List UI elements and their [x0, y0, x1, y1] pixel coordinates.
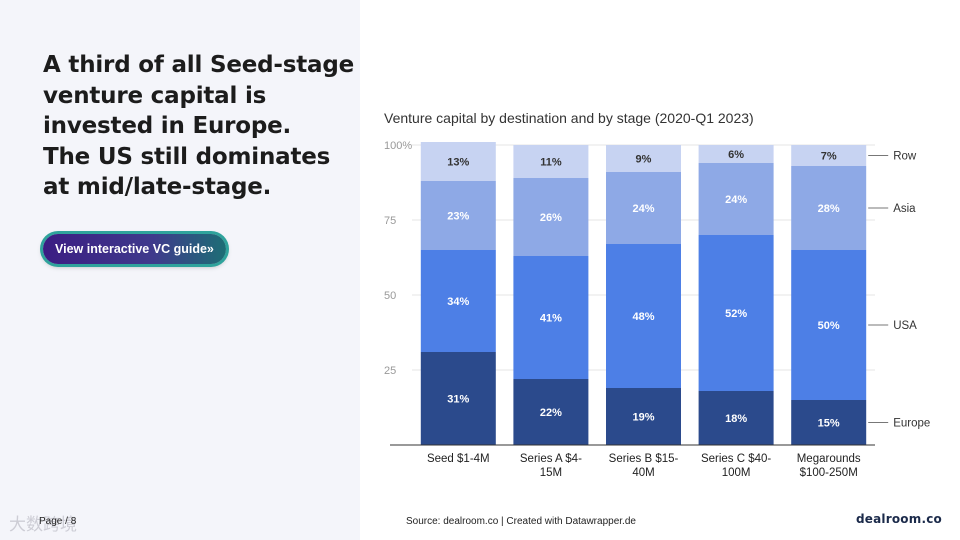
bar-segment-asia: [606, 172, 681, 244]
bar-segment-row: [791, 145, 867, 166]
headline: A third of all Seed-stage venture capita…: [43, 50, 355, 203]
headline-line: A third of all Seed-stage: [43, 52, 355, 78]
left-panel: [0, 0, 360, 540]
data-label: 24%: [632, 203, 654, 215]
data-label: 26%: [540, 212, 562, 224]
data-label: 41%: [540, 313, 562, 325]
bar-segment-row: [420, 142, 496, 181]
data-label: 28%: [818, 203, 840, 215]
bar-segment-asia: [698, 163, 774, 235]
data-label: 48%: [632, 311, 654, 323]
watermark: 大数跨境: [9, 515, 77, 534]
data-label: 19%: [632, 412, 654, 424]
bar-segment-europe: [606, 388, 681, 445]
data-label: 31%: [447, 394, 469, 406]
y-tick-label: 100%: [384, 140, 412, 152]
headline-line: venture capital is: [43, 82, 267, 109]
data-label: 50%: [818, 320, 840, 332]
category-label: 100M: [722, 467, 751, 479]
category-label: 15M: [540, 467, 562, 479]
page-number: Page / 8: [39, 516, 77, 527]
category-label: Seed $1-4M: [427, 453, 490, 465]
data-label: 11%: [540, 157, 562, 169]
bar-segment-europe: [791, 400, 867, 445]
y-tick-label: 25: [384, 365, 396, 377]
dealroom-logo: dealroom.co: [856, 512, 942, 526]
y-tick-label: 75: [384, 215, 396, 227]
data-label: 13%: [447, 157, 469, 169]
view-vc-guide-button[interactable]: View interactive VC guide»: [43, 234, 226, 264]
bar-segment-usa: [420, 250, 496, 352]
data-label: 34%: [447, 296, 469, 308]
data-label: 15%: [818, 418, 840, 430]
stacked-bar-chart: 100% 75 50 25 31% 34% 23% 13% Seed $1-4M 22% 41% 26…: [384, 140, 930, 479]
headline-line: The US still dominates: [43, 143, 331, 170]
bar-segment-asia: [791, 166, 867, 250]
bar-segment-europe: [698, 391, 774, 445]
legend-label-usa: USA: [893, 320, 917, 332]
category-label: Series C $40-: [701, 453, 771, 465]
y-tick-label: 50: [384, 290, 396, 302]
category-label: 40M: [632, 467, 654, 479]
data-label: 52%: [725, 308, 747, 320]
data-label: 6%: [728, 149, 744, 161]
legend-label-europe: Europe: [893, 418, 930, 430]
data-label: 24%: [725, 194, 747, 206]
chart-title: Venture capital by destination and by st…: [384, 110, 754, 126]
headline-line: invested in Europe.: [43, 113, 292, 139]
category-label: Series A $4-: [520, 453, 582, 465]
data-label: 7%: [821, 151, 837, 163]
bar-segment-asia: [513, 178, 589, 256]
data-label: 22%: [540, 407, 562, 419]
category-label: $100-250M: [800, 467, 858, 479]
bar-segment-usa: [513, 256, 589, 379]
bar-segment-usa: [698, 235, 774, 391]
category-label: Megarounds: [797, 453, 861, 465]
bar-segment-row: [698, 145, 774, 163]
bar-segment-asia: [420, 181, 496, 250]
category-label: Series B $15-: [609, 453, 679, 465]
headline-line: at mid/late-stage.: [43, 174, 272, 200]
source-note: Source: dealroom.co | Created with Dataw…: [406, 516, 636, 527]
bar-segment-usa: [791, 250, 867, 400]
legend-label-asia: Asia: [893, 203, 916, 215]
bar-segment-row: [513, 145, 589, 178]
bar-segment-row: [606, 145, 681, 172]
data-label: 23%: [447, 211, 469, 223]
bar-segment-europe: [513, 379, 589, 445]
bar-segment-europe: [420, 352, 496, 445]
data-label: 9%: [636, 154, 652, 166]
legend-label-row: Row: [893, 151, 917, 163]
data-label: 18%: [725, 413, 747, 425]
bar-segment-usa: [606, 244, 681, 388]
